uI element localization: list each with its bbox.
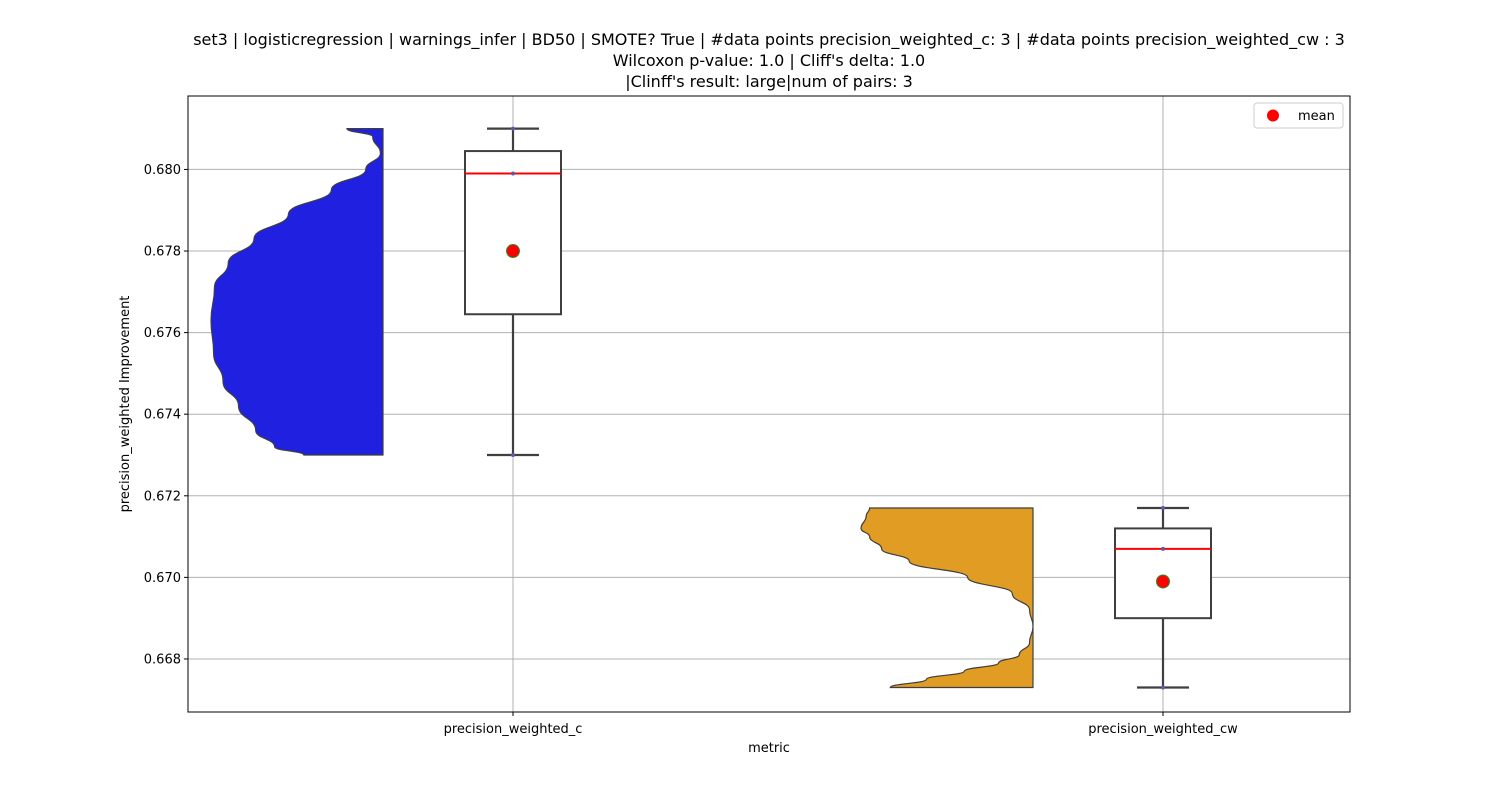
y-tick-label: 0.678 xyxy=(144,245,181,260)
iqr-box xyxy=(464,150,562,316)
y-tick-label: 0.668 xyxy=(144,652,181,667)
box-plots xyxy=(464,126,1212,690)
data-point xyxy=(1161,685,1165,690)
x-tick-label: precision_weighted_cw xyxy=(1088,722,1238,737)
chart-title-line-1: set3 | logisticregression | warnings_inf… xyxy=(193,30,1345,49)
data-point xyxy=(1161,546,1165,551)
legend-mean-label: mean xyxy=(1298,109,1335,124)
y-tick-label: 0.674 xyxy=(144,408,181,423)
iqr-box xyxy=(1114,527,1212,620)
y-tick-label: 0.672 xyxy=(144,489,181,504)
y-axis-label: precision_weighted Improvement xyxy=(118,296,133,513)
y-tick-label: 0.680 xyxy=(144,163,181,178)
x-tick-label: precision_weighted_c xyxy=(444,722,583,737)
mean-marker xyxy=(506,244,520,259)
plot-frame xyxy=(187,95,1351,713)
box-plot xyxy=(1114,506,1212,690)
y-axis-ticks: 0.668 0.670 0.672 0.674 0.676 0.678 0.680 xyxy=(144,163,188,667)
mean-marker xyxy=(1156,574,1170,589)
chart-title-line-3: |Clinff's result: large|num of pairs: 3 xyxy=(625,72,913,91)
data-point xyxy=(511,452,515,457)
y-tick-label: 0.670 xyxy=(144,571,181,586)
box-plot xyxy=(464,126,562,457)
x-axis-ticks: precision_weighted_c precision_weighted_c… xyxy=(444,712,1238,737)
x-axis-label: metric xyxy=(748,741,790,756)
violin-half xyxy=(210,128,384,456)
data-point xyxy=(511,126,515,131)
legend-box xyxy=(1253,102,1344,129)
chart-title-line-2: Wilcoxon p-value: 1.0 | Cliff's delta: 1… xyxy=(612,51,926,70)
legend: mean xyxy=(1253,102,1344,129)
violins xyxy=(210,128,1034,689)
data-point xyxy=(1161,506,1165,511)
data-point xyxy=(511,171,515,176)
y-tick-label: 0.676 xyxy=(144,326,181,341)
legend-mean-marker xyxy=(1267,109,1279,122)
violin-half xyxy=(860,507,1034,689)
